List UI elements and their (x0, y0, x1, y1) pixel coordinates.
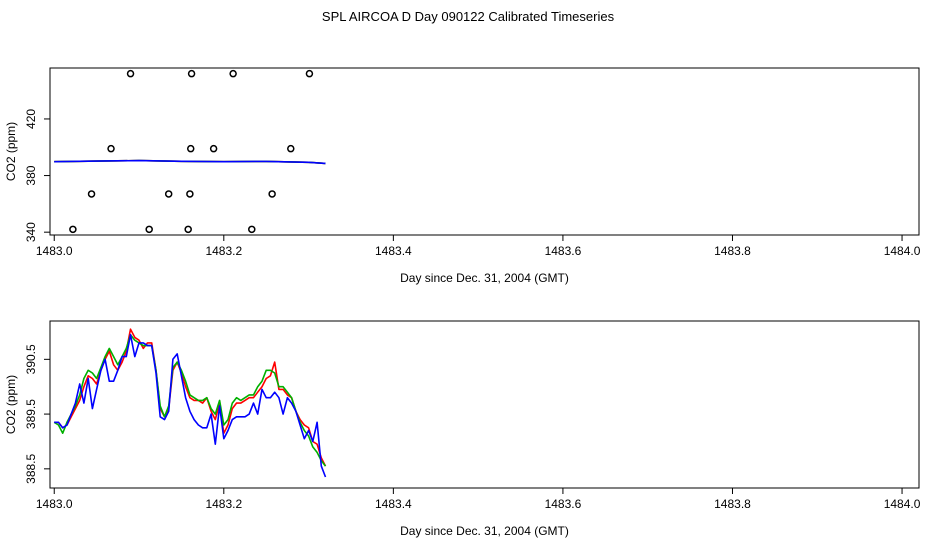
bottom-x-tick-label: 1483.2 (205, 497, 242, 511)
bottom-series-green-line (53, 333, 327, 467)
top-y-axis-title: CO2 (ppm) (4, 122, 18, 181)
bottom-series-blue-line (54, 333, 327, 478)
bottom-x-tick-label: 1483.4 (375, 497, 412, 511)
top-y-tick-label: 380 (24, 165, 38, 185)
bottom-panel: 1483.0 1483.2 1483.4 1483.6 1483.8 1484.0 388… (4, 320, 921, 538)
top-plot-frame (49, 67, 920, 236)
top-x-tick-label: 1484.0 (884, 244, 921, 258)
bottom-x-tick-label: 1484.0 (884, 497, 921, 511)
top-x-tick-label: 1483.0 (36, 244, 73, 258)
top-data-marker (186, 144, 195, 153)
top-data-marker (268, 190, 276, 198)
bottom-y-tick-label: 390.5 (24, 344, 38, 374)
top-x-tick-label: 1483.2 (205, 244, 242, 258)
top-data-marker (164, 190, 173, 198)
bottom-x-axis: 1483.0 1483.2 1483.4 1483.6 1483.8 1484.0 (36, 488, 921, 511)
top-x-axis-title: Day since Dec. 31, 2004 (GMT) (400, 271, 569, 285)
top-data-marker (184, 225, 192, 234)
bottom-x-tick-label: 1483.8 (714, 497, 751, 511)
bottom-x-tick-label: 1483.6 (545, 497, 582, 511)
bottom-y-tick-label: 389.5 (24, 399, 38, 429)
page-title: SPL AIRCOA D Day 090122 Calibrated Times… (321, 9, 615, 24)
bottom-series-lines (53, 328, 327, 478)
top-data-marker (87, 190, 96, 198)
top-data-marker (69, 225, 77, 234)
top-data-marker (107, 144, 115, 153)
bottom-x-tick-label: 1483.0 (36, 497, 73, 511)
bottom-plot-frame (49, 320, 920, 489)
bottom-x-axis-title: Day since Dec. 31, 2004 (GMT) (400, 524, 569, 538)
top-data-marker (248, 225, 256, 234)
top-data-marker (287, 144, 295, 153)
top-data-marker (229, 69, 237, 78)
top-markers (69, 69, 314, 234)
top-x-tick-label: 1483.8 (714, 244, 751, 258)
top-x-tick-label: 1483.6 (545, 244, 582, 258)
top-series-lines (54, 159, 326, 165)
top-data-marker (145, 225, 153, 234)
top-data-marker (126, 69, 135, 78)
top-x-tick-label: 1483.4 (375, 244, 412, 258)
top-y-tick-label: 420 (24, 109, 38, 129)
bottom-y-axis: 388.5 389.5 390.5 (24, 344, 50, 484)
top-data-marker (209, 144, 218, 153)
top-x-axis: 1483.0 1483.2 1483.4 1483.6 1483.8 1484.0 (36, 235, 921, 258)
top-panel: 1483.0 1483.2 1483.4 1483.6 1483.8 1484.0 340… (4, 67, 921, 285)
bottom-y-axis-title: CO2 (ppm) (4, 375, 18, 434)
bottom-y-tick-label: 388.5 (24, 453, 38, 483)
top-y-axis: 340 380 420 (24, 109, 50, 242)
top-data-marker (305, 69, 314, 78)
top-y-tick-label: 340 (24, 222, 38, 242)
top-data-marker (186, 190, 194, 198)
top-data-marker (187, 69, 196, 78)
top-series-blue-line (54, 159, 326, 165)
